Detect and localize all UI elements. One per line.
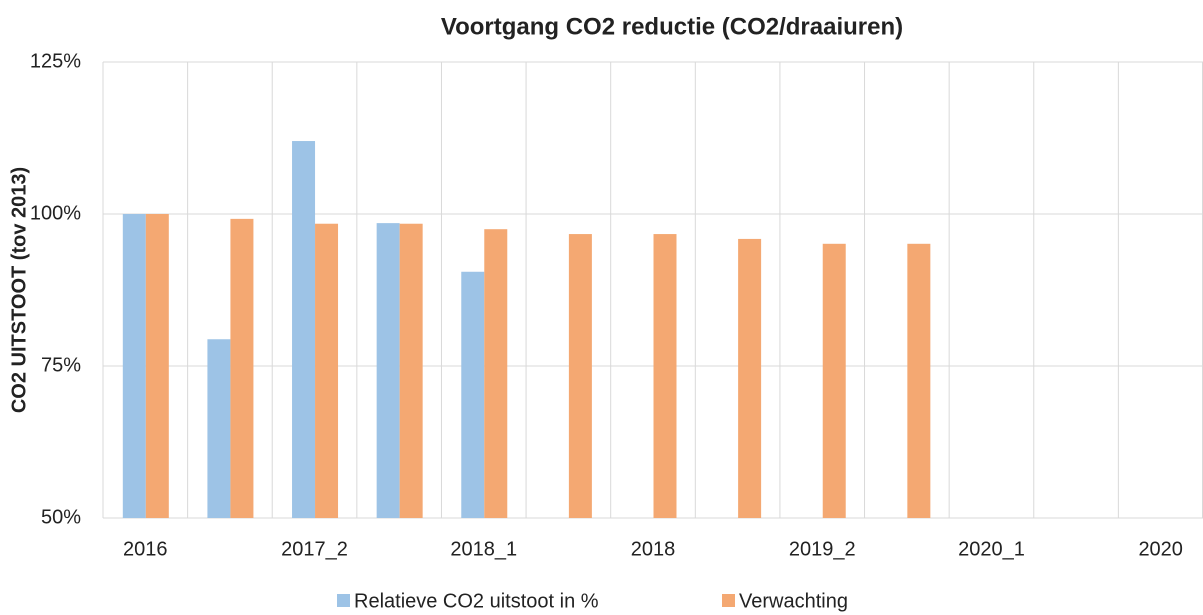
- bar: [230, 218, 254, 518]
- y-tick-label: 50%: [41, 506, 81, 528]
- bar: [207, 339, 231, 518]
- chart-title: Voortgang CO2 reductie (CO2/draaiuren): [441, 13, 903, 40]
- x-tick-label: 2016: [123, 538, 168, 560]
- legend-label: Relatieve CO2 uitstoot in %: [354, 590, 599, 612]
- bar: [653, 234, 677, 518]
- x-tick-label: 2018_1: [450, 538, 517, 560]
- legend-label: Verwachting: [739, 590, 848, 612]
- bar: [461, 271, 485, 518]
- x-tick-label: 2020_1: [958, 538, 1025, 560]
- bar: [822, 243, 846, 519]
- bar: [122, 214, 146, 518]
- bar: [738, 238, 762, 519]
- bar: [292, 141, 316, 519]
- bar: [376, 223, 400, 518]
- y-axis-label: CO2 UITSTOOT (tov 2013): [8, 167, 30, 413]
- x-tick-label: 2019_2: [789, 538, 856, 560]
- y-tick-label: 125%: [30, 50, 81, 72]
- legend-swatch: [337, 594, 350, 607]
- x-tick-label: 2018: [631, 538, 676, 560]
- bar: [145, 214, 169, 518]
- bar: [399, 223, 423, 518]
- bar: [484, 229, 508, 518]
- y-tick-label: 75%: [41, 354, 81, 376]
- x-tick-label: 2020: [1138, 538, 1183, 560]
- bar: [568, 234, 592, 518]
- y-tick-label: 100%: [30, 202, 81, 224]
- bar: [907, 243, 931, 519]
- x-tick-label: 2017_2: [281, 538, 348, 560]
- bar: [315, 223, 339, 518]
- legend-swatch: [722, 594, 735, 607]
